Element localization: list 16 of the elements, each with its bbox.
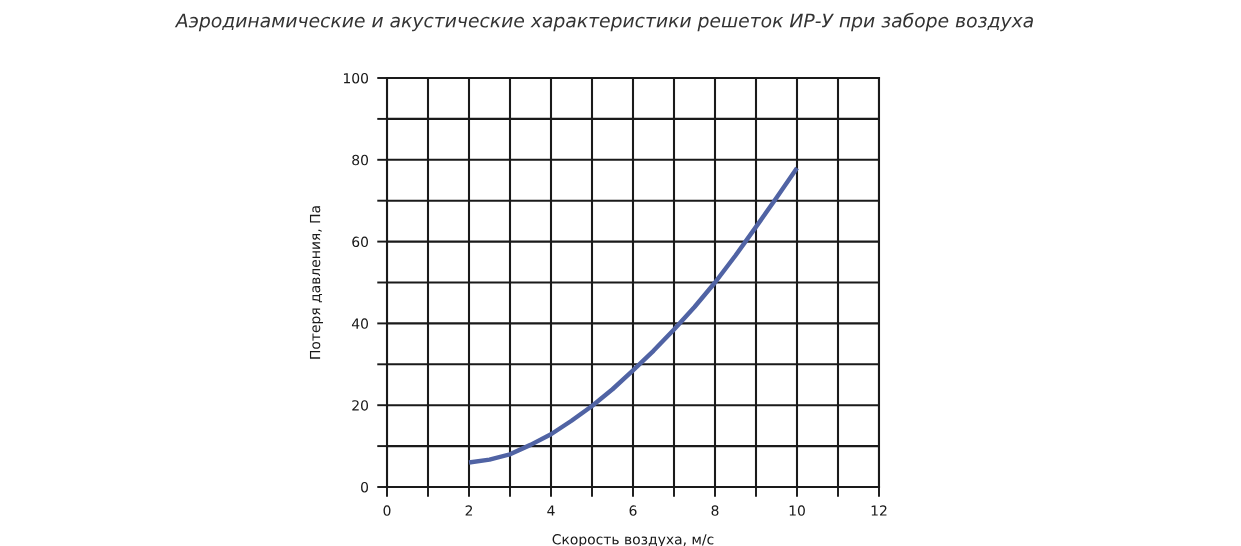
- y-tick-label: 20: [352, 400, 369, 411]
- x-tick-label: 0: [383, 505, 391, 516]
- y-tick-label: 40: [351, 318, 369, 329]
- y-tick-label: 60: [352, 236, 369, 248]
- chart-title: Аэродинамические и акустические характеристики решеток ИР-У при заборе воздуха: [174, 12, 1033, 32]
- x-tick-label: 6: [629, 505, 637, 516]
- y-axis-title: Потеря давления, Па: [309, 206, 323, 359]
- x-tick-label: 2: [465, 505, 473, 516]
- x-tick-label: 10: [789, 505, 805, 516]
- x-tick-label: 4: [547, 505, 555, 516]
- y-tick-label: 80: [352, 154, 369, 166]
- x-tick-label: 12: [871, 505, 887, 516]
- y-tick-label: 0: [361, 481, 369, 493]
- y-tick-label: 100: [343, 72, 369, 84]
- x-tick-label: 8: [711, 505, 719, 516]
- line-series: [466, 165, 800, 465]
